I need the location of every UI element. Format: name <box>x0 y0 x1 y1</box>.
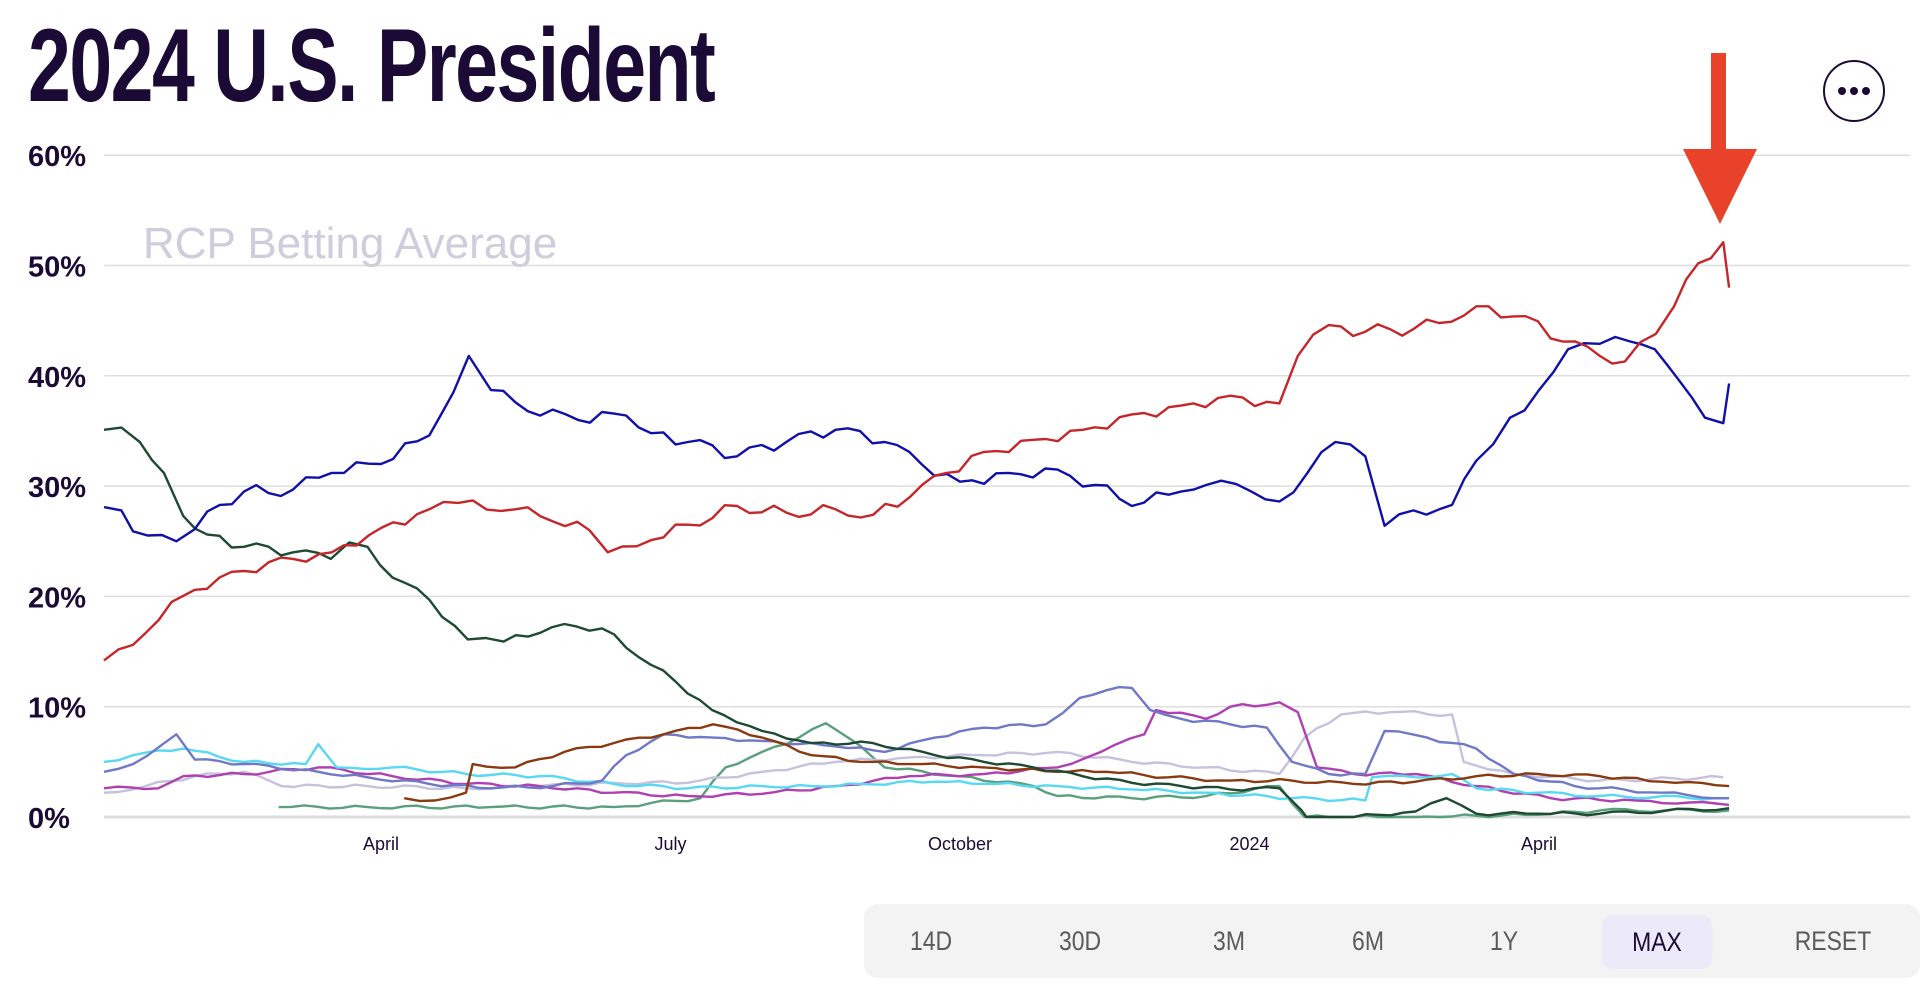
y-tick-label: 60% <box>28 141 86 173</box>
arrow-head-icon <box>1683 149 1757 224</box>
x-tick-label: 2024 <box>1229 834 1269 854</box>
x-tick-label: July <box>654 834 686 854</box>
series-line-teal-green[interactable] <box>278 722 1730 819</box>
y-tick-label: 30% <box>28 472 86 504</box>
x-tick-label: April <box>363 834 399 854</box>
gridlines <box>104 154 1910 819</box>
range-button-max[interactable]: MAX <box>1601 915 1713 969</box>
series-line-red[interactable] <box>103 241 1731 662</box>
red-arrow-annotation <box>1683 53 1757 224</box>
y-tick-label: 10% <box>28 693 86 725</box>
more-dot-icon <box>1862 87 1870 95</box>
arrow-shaft <box>1711 53 1726 153</box>
page-title: 2024 U.S. President <box>28 8 716 124</box>
more-dot-icon <box>1850 87 1858 95</box>
more-dot-icon <box>1838 87 1846 95</box>
series-line-dark-green[interactable] <box>103 426 1730 819</box>
series-line-lavender[interactable] <box>103 710 1724 794</box>
y-tick-label: 40% <box>28 362 86 394</box>
time-range-selector: 14D 30D 3M 6M 1Y MAX RESET <box>864 904 1920 978</box>
x-tick-label: April <box>1521 834 1557 854</box>
range-button-3m[interactable]: 3M <box>1213 926 1245 956</box>
y-tick-label: 50% <box>28 252 86 284</box>
range-button-6m[interactable]: 6M <box>1352 926 1384 956</box>
range-button-30d[interactable]: 30D <box>1058 926 1102 956</box>
series-line-brown[interactable] <box>403 723 1730 803</box>
series-line-cyan[interactable] <box>103 743 1730 803</box>
range-button-14d[interactable]: 14D <box>909 926 953 956</box>
y-tick-label: 0% <box>28 803 70 835</box>
y-tick-label: 20% <box>28 582 86 614</box>
series-line-magenta[interactable] <box>103 701 1730 807</box>
range-button-reset[interactable]: RESET <box>1794 926 1872 956</box>
x-tick-label: October <box>928 834 992 854</box>
series-line-slate-blue[interactable] <box>103 685 1730 800</box>
series-group <box>103 241 1731 819</box>
y-axis-ticks: 0% 10% 20% 30% 40% 50% 60% <box>28 141 86 835</box>
range-button-1y[interactable]: 1Y <box>1489 926 1519 956</box>
x-axis-ticks: April July October 2024 April <box>363 834 1557 854</box>
chart-watermark: RCP Betting Average <box>143 219 557 268</box>
more-options-button[interactable] <box>1823 60 1885 122</box>
series-line-blue[interactable] <box>103 335 1731 543</box>
line-chart[interactable]: 0% 10% 20% 30% 40% 50% 60% April July October 202… <box>0 0 1922 900</box>
